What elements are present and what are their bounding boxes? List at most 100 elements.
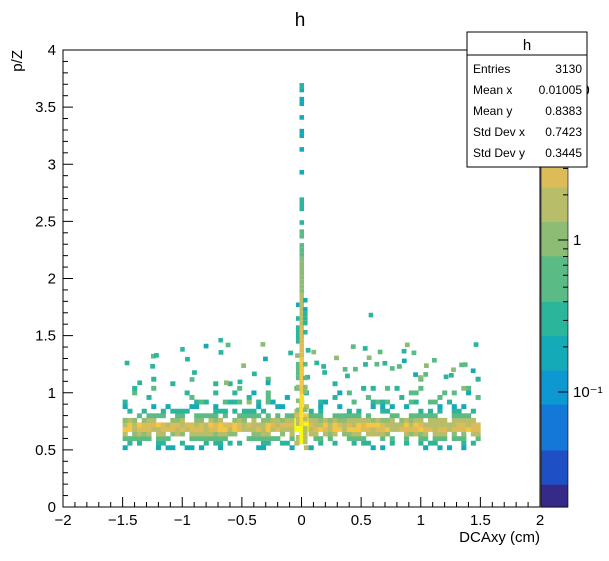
heatmap-cell [401,348,407,354]
heatmap-cell [384,427,391,432]
heatmap-cell [303,361,308,367]
heatmap-cell [265,440,271,446]
heatmap-cell [156,427,162,432]
heatmap-cell [213,427,219,432]
heatmap-cell [213,404,219,410]
heatmap-cell [260,422,267,428]
heatmap-cell [337,417,343,423]
heatmap-cell [295,416,301,422]
heatmap-cell [189,445,195,451]
heatmap-cell [141,422,147,428]
heatmap-cell [380,399,386,405]
heatmap-cell [295,334,301,340]
x-tick-label: 1 [417,512,425,529]
y-tick-label: 1.5 [35,328,56,345]
heatmap-cell [270,427,276,432]
heatmap-cell [208,422,214,428]
heatmap-cell [179,417,185,423]
heatmap-cell [132,422,138,428]
heatmap-cell [256,404,262,410]
heatmap-cell [332,440,338,446]
heatmap-cell [423,372,429,377]
heatmap-cell [443,374,449,380]
heatmap-cell [179,440,185,446]
heatmap-cell [318,399,324,405]
stats-row-value: 0.01005 [539,83,583,97]
heatmap-cell [289,413,295,419]
heatmap-cell [122,399,128,405]
heatmap-cell [423,427,429,432]
heatmap-cell [401,358,407,364]
heatmap-cell [318,417,324,423]
heatmap-cell [346,417,352,423]
heatmap-cell [456,427,462,432]
stats-row-label: Entries [473,62,510,76]
heatmap-cell [305,374,311,380]
heatmap-cell [295,316,301,321]
heatmap-cell [342,367,348,372]
heatmap-cell [299,361,304,367]
heatmap-cell [198,445,205,451]
heatmap-cell [351,427,357,432]
heatmap-cell [303,404,309,410]
heatmap-cell [146,436,152,442]
heatmap-cell [327,417,333,423]
heatmap-cell [222,431,228,437]
heatmap-cell [399,417,405,423]
heatmap-cell [370,431,376,437]
heatmap-cell [299,352,304,358]
heatmap-cell [303,445,309,451]
heatmap-cell [284,417,290,423]
heatmap-cell [303,316,308,321]
heatmap-cell [361,436,367,442]
heatmap-cell [289,417,295,423]
heatmap-cell [327,431,333,437]
heatmap-cell [150,353,156,359]
heatmap-cell [270,399,276,405]
heatmap-cell [203,427,209,432]
heatmap-cell [256,399,262,405]
heatmap-cell [351,413,357,419]
heatmap-cell [295,421,301,426]
heatmap-cell [361,427,367,432]
y-tick-label: 4 [48,42,56,59]
heatmap-cell [417,375,423,380]
heatmap-cell [295,384,301,390]
heatmap-cell [318,413,324,419]
stats-row-label: Mean x [473,83,512,97]
heatmap-cell [299,206,304,212]
heatmap-cell [232,422,238,428]
heatmap-cell [466,385,472,391]
heatmap-cell [299,279,304,285]
heatmap-cell [295,353,300,358]
heatmap-cell [408,417,414,423]
heatmap-cell [284,422,290,428]
heatmap-cell [442,422,448,428]
heatmap-cell [198,436,205,442]
heatmap-cell [265,376,271,382]
heatmap-cell [408,427,414,432]
stats-box: h Entries 3130 Mean x 0.01005 Mean y 0.8383 St… [466,31,588,168]
heatmap-cell [251,408,257,414]
heatmap-cell [413,372,418,377]
heatmap-cell [384,422,391,428]
heatmap-cell [413,422,419,428]
heatmap-cell [227,431,233,437]
heatmap-cell [270,422,276,428]
heatmap-cell [389,422,395,428]
heatmap-cell [299,256,304,262]
heatmap-cell [194,404,200,410]
heatmap-cell [432,399,438,405]
heatmap-cell [160,408,166,414]
heatmap-cell [218,350,224,355]
heatmap-cell [141,431,147,437]
heatmap-cell [380,427,386,432]
heatmap-cell [442,427,448,432]
heatmap-cell [160,431,166,437]
heatmap-cell [189,395,195,400]
heatmap-cell [380,431,386,437]
heatmap-cell [150,364,156,369]
heatmap-cell [456,413,462,419]
heatmap-cell [322,427,329,432]
heatmap-cell [404,427,410,432]
